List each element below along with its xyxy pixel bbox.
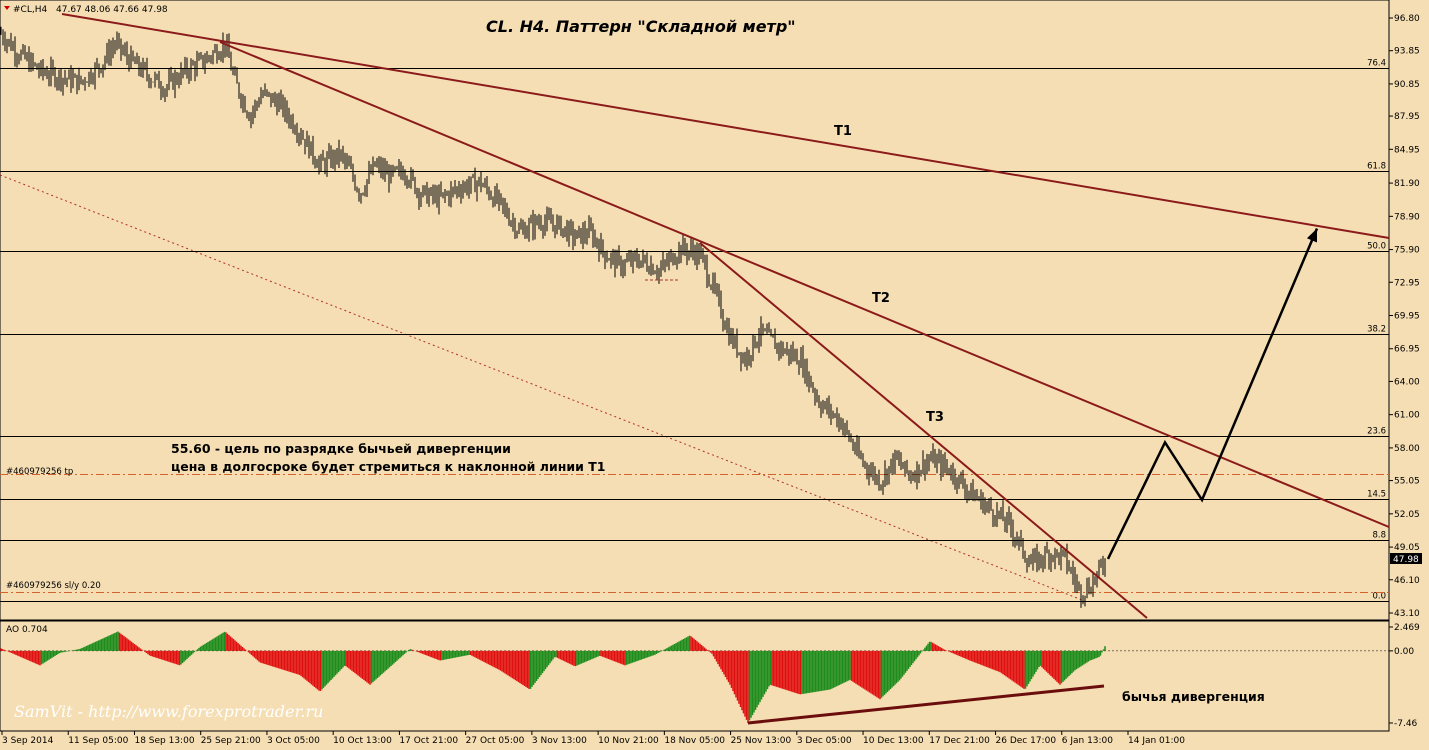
trendline-t3 [699, 242, 1148, 619]
order-lines [0, 474, 1389, 593]
symbol-label: #CL,H4 [13, 5, 47, 15]
trendline-t1 [61, 13, 1390, 239]
time-tick-label: 10 Oct 13:00 [333, 736, 392, 746]
divergence-line [747, 684, 1105, 725]
ao-tick-label: 0.00 [1394, 647, 1414, 657]
fib-level-label: 0.0 [1372, 592, 1386, 602]
price-tick-label: 64.00 [1394, 377, 1420, 387]
price-tick-label: 55.05 [1394, 477, 1420, 487]
time-tick-label: 18 Sep 13:00 [134, 736, 194, 746]
ohlc-readout: 47.67 48.06 47.66 47.98 [56, 5, 168, 15]
triangle-down-icon [4, 6, 10, 10]
annotation-line-1: 55.60 - цель по разрядке бычьей диверген… [171, 441, 511, 456]
price-tick-label: 78.90 [1394, 212, 1420, 222]
time-tick-label: 3 Nov 13:00 [532, 736, 587, 746]
watermark: SamVit - http://www.forexprotrader.ru [14, 702, 323, 721]
ao-histogram: 2.469 0.00 -7.46 [0, 623, 1420, 729]
divergence-label: бычья дивергенция [1122, 689, 1265, 704]
fib-level-label: 50.0 [1367, 242, 1386, 252]
price-tick-label: 69.95 [1394, 312, 1420, 322]
time-tick-label: 27 Oct 05:00 [466, 736, 525, 746]
price-tick-label: 52.05 [1394, 510, 1420, 520]
fib-level-label: 38.2 [1367, 325, 1386, 335]
time-tick-label: 26 Dec 17:00 [996, 736, 1057, 746]
price-tick-label: 93.85 [1394, 47, 1420, 57]
time-tick-label: 6 Jan 13:00 [1062, 736, 1114, 746]
time-tick-label: 10 Dec 13:00 [863, 736, 924, 746]
ao-tick-label: 2.469 [1394, 623, 1420, 633]
ao-label: AO 0.704 [6, 625, 48, 635]
price-tick-label: 96.80 [1394, 14, 1420, 24]
price-tick-label: 49.05 [1394, 543, 1420, 553]
ao-tick-label: -7.46 [1394, 719, 1418, 729]
price-bars [0, 26, 1106, 608]
projection-arrow [1106, 228, 1319, 560]
price-axis: 96.80 93.85 90.85 87.95 84.95 81.90 78.90 75.90… [1389, 14, 1420, 619]
price-tick-label: 84.95 [1394, 145, 1420, 155]
chart-title: CL. H4. Паттерн "Складной метр" [486, 17, 796, 36]
price-tick-label: 87.95 [1394, 112, 1420, 122]
price-tick-label: 58.00 [1394, 444, 1420, 454]
time-tick-label: 3 Sep 2014 [2, 736, 54, 746]
projection-path [1106, 228, 1319, 560]
annotation-line-2: цена в долгосроке будет стремиться к нак… [171, 459, 605, 474]
time-axis: 3 Sep 2014 11 Sep 05:00 18 Sep 13:00 25 Sep… [1, 731, 1185, 746]
time-tick-label: 3 Oct 05:00 [267, 736, 320, 746]
time-tick-label: 18 Nov 05:00 [664, 736, 725, 746]
main-chart-frame [0, 0, 1390, 621]
trendline-label-t1: T1 [834, 124, 852, 139]
fib-level-label: 23.6 [1367, 427, 1386, 437]
price-tick-label: 81.90 [1394, 179, 1420, 189]
last-price-tag [1390, 553, 1422, 564]
trendline-label-t3: T3 [926, 410, 944, 425]
fib-level-label: 61.8 [1367, 162, 1386, 172]
fib-level-label: 8.8 [1372, 531, 1386, 541]
fib-level-label: 14.5 [1367, 490, 1386, 500]
time-tick-label: 25 Sep 21:00 [201, 736, 261, 746]
time-tick-label: 17 Oct 21:00 [399, 736, 458, 746]
price-tick-label: 43.10 [1394, 609, 1420, 619]
time-tick-label: 11 Sep 05:00 [68, 736, 128, 746]
last-price-value: 47.98 [1393, 555, 1419, 565]
order-label-tp: #460979256 tp [6, 467, 73, 477]
trendlines [61, 13, 1390, 619]
dotted-channel-line [0, 174, 1083, 601]
time-tick-label: 25 Nov 13:00 [731, 736, 792, 746]
price-tick-label: 72.95 [1394, 278, 1420, 288]
dotted-channel [0, 174, 1083, 601]
price-tick-label: 61.00 [1394, 411, 1420, 421]
fib-level-label: 76.4 [1367, 59, 1386, 69]
price-tick-label: 46.10 [1394, 576, 1420, 586]
arrow-head [1306, 228, 1317, 243]
time-tick-label: 3 Dec 05:00 [797, 736, 852, 746]
price-tick-label: 90.85 [1394, 80, 1420, 90]
time-tick-label: 10 Nov 21:00 [598, 736, 659, 746]
order-label-sl: #460979256 sl/y 0.20 [6, 581, 101, 591]
trendline-t2 [219, 41, 1390, 528]
trendline-label-t2: T2 [872, 291, 890, 306]
time-tick-label: 17 Dec 21:00 [929, 736, 990, 746]
time-tick-label: 14 Jan 01:00 [1128, 736, 1185, 746]
price-tick-label: 66.95 [1394, 345, 1420, 355]
price-tick-label: 75.90 [1394, 246, 1420, 256]
